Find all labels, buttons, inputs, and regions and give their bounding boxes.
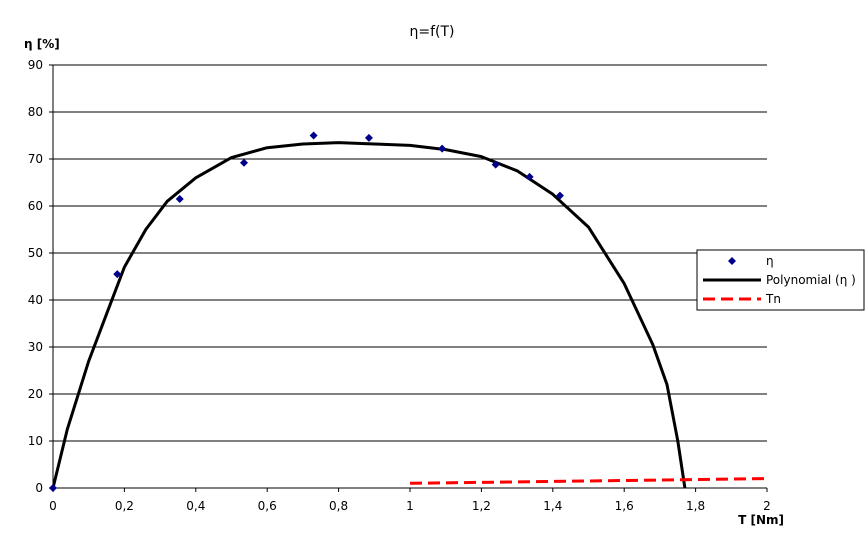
x-tick-label: 0,2	[115, 499, 134, 513]
legend-label: Tn	[765, 292, 781, 306]
x-tick-label: 1	[406, 499, 414, 513]
y-tick-label: 80	[28, 105, 43, 119]
eta-data-point	[438, 144, 447, 153]
y-tick-label: 40	[28, 293, 43, 307]
x-tick-label: 0,8	[329, 499, 348, 513]
x-tick-label: 1,6	[615, 499, 634, 513]
eta-data-point	[113, 270, 122, 279]
x-tick-label: 1,2	[472, 499, 491, 513]
y-tick-label: 10	[28, 434, 43, 448]
x-tick-label: 0	[49, 499, 57, 513]
y-axis-label: η [%]	[24, 37, 60, 51]
eta-data-point	[175, 194, 184, 203]
x-tick-labels: 0 0,2 0,4 0,6 0,8 1 1,2 1,4 1,6 1,8 2	[49, 499, 771, 513]
legend-marker-eta	[728, 257, 736, 265]
x-tick-label: 2	[763, 499, 771, 513]
tn-series-line	[409, 477, 768, 485]
eta-data-point	[49, 484, 57, 492]
eta-data-point	[364, 133, 373, 142]
axes	[52, 65, 767, 489]
eta-data-point	[239, 158, 248, 167]
x-tick-label: 1,4	[543, 499, 562, 513]
plot-area	[49, 131, 768, 492]
legend-label: η	[766, 254, 774, 268]
chart-title: η=f(T)	[409, 24, 454, 40]
eta-data-point	[525, 172, 534, 181]
x-axis-label: T [Nm]	[738, 513, 784, 527]
eta-data-point	[491, 160, 500, 169]
x-tick-label: 1,8	[686, 499, 705, 513]
legend: η Polynomial (η ) Tn	[696, 249, 865, 311]
eta-data-point	[555, 191, 564, 200]
legend-label: Polynomial (η )	[766, 273, 856, 287]
y-tick-label: 60	[28, 199, 43, 213]
eta-data-point	[309, 131, 318, 140]
y-tick-label: 50	[28, 246, 43, 260]
x-tick-label: 0,6	[258, 499, 277, 513]
gridlines	[49, 64, 768, 492]
y-tick-label: 70	[28, 152, 43, 166]
y-tick-label: 30	[28, 340, 43, 354]
y-tick-label: 0	[35, 481, 43, 495]
y-tick-label: 90	[28, 58, 43, 72]
y-tick-label: 20	[28, 387, 43, 401]
polynomial-trendline	[51, 141, 687, 489]
x-tick-label: 0,4	[186, 499, 205, 513]
y-tick-labels: 0 10 20 30 40 50 60 70 80 90	[28, 58, 43, 495]
